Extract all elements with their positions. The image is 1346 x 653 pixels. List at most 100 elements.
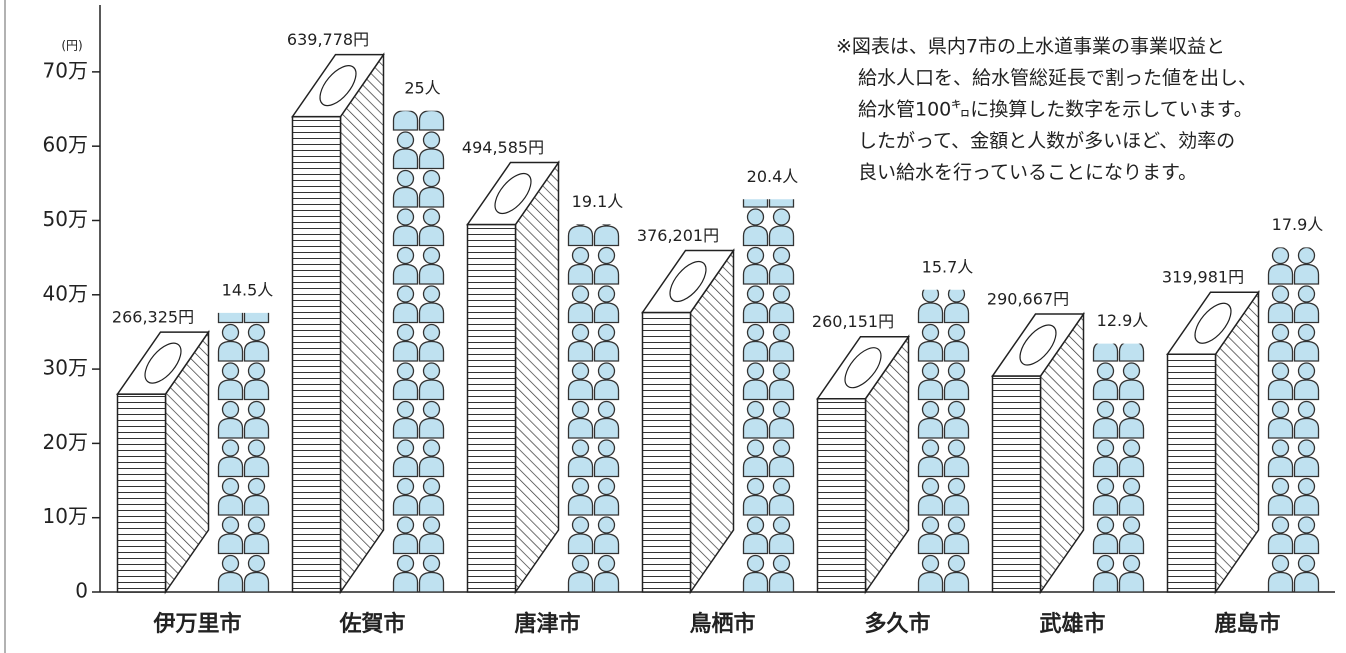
people-stack: [217, 312, 270, 592]
person-head: [1297, 439, 1316, 457]
bar: [1166, 353, 1217, 593]
person-head: [396, 131, 415, 149]
people-stack: [1092, 343, 1145, 592]
person-body: [1267, 340, 1294, 362]
person-head: [1096, 477, 1115, 496]
person-head: [921, 477, 940, 496]
person-head: [1297, 400, 1316, 419]
bar: [291, 115, 342, 593]
person-head: [247, 554, 266, 573]
person-body: [742, 302, 769, 324]
person-head: [746, 208, 765, 226]
person-head: [571, 516, 590, 534]
stack-top: [641, 249, 735, 314]
person-head: [597, 554, 616, 573]
person-head: [396, 246, 415, 265]
person-head: [1122, 516, 1141, 534]
person-head: [772, 477, 791, 496]
person-head: [571, 400, 590, 419]
y-tick-label: 20万: [43, 430, 88, 454]
person-body: [1092, 417, 1119, 439]
bar: [991, 375, 1042, 593]
person-head: [772, 362, 791, 380]
person-head: [1096, 362, 1115, 380]
person-body: [593, 340, 620, 362]
x-tick-label: 鳥栖市: [689, 611, 755, 637]
person-head: [396, 323, 415, 342]
person-head: [947, 289, 966, 303]
person-body: [943, 340, 970, 362]
person-head: [571, 246, 590, 265]
person-body: [418, 417, 445, 439]
person-body: [768, 533, 795, 555]
stack-top: [291, 53, 385, 118]
value-label: 319,981円: [1162, 268, 1244, 287]
stack-top: [816, 335, 910, 400]
person-body: [768, 456, 795, 478]
value-label: 14.5人: [222, 280, 274, 299]
person-body: [917, 571, 944, 592]
person-head: [597, 323, 616, 342]
people-stack: [392, 110, 445, 592]
person-body: [418, 456, 445, 478]
bar: [116, 393, 167, 593]
person-head: [396, 554, 415, 573]
people-stack: [742, 199, 795, 593]
person-head: [1122, 554, 1141, 573]
person-head: [571, 477, 590, 496]
person-head: [1297, 362, 1316, 380]
person-head: [746, 554, 765, 573]
person-head: [422, 169, 441, 188]
person-body: [418, 110, 445, 131]
person-body: [217, 417, 244, 439]
person-body: [217, 456, 244, 478]
person-head: [247, 439, 266, 457]
person-head: [1271, 285, 1290, 303]
value-label: 290,667円: [987, 290, 1069, 309]
y-tick-label: 40万: [43, 281, 88, 305]
person-head: [422, 285, 441, 303]
person-head: [1271, 439, 1290, 457]
person-body: [593, 302, 620, 324]
person-body: [593, 263, 620, 285]
person-body: [917, 302, 944, 324]
person-head: [1122, 362, 1141, 380]
person-head: [921, 289, 940, 303]
person-head: [1297, 516, 1316, 534]
person-body: [593, 456, 620, 478]
people-stack: [917, 289, 970, 592]
person-head: [396, 208, 415, 226]
person-body: [567, 456, 594, 478]
person-head: [597, 439, 616, 457]
person-body: [217, 494, 244, 516]
person-head: [396, 285, 415, 303]
stack-seal: [1194, 302, 1232, 344]
stack-seal: [319, 65, 357, 107]
person-body: [768, 379, 795, 401]
person-head: [571, 554, 590, 573]
person-head: [1096, 516, 1115, 534]
stack-seal: [1019, 324, 1057, 366]
person-head: [247, 516, 266, 534]
value-label: 12.9人: [1097, 311, 1149, 330]
person-body: [243, 340, 270, 362]
person-head: [947, 516, 966, 534]
person-head: [1096, 400, 1115, 419]
person-body: [1293, 417, 1320, 439]
person-body: [768, 302, 795, 324]
person-head: [396, 477, 415, 496]
y-tick-label: 50万: [43, 207, 88, 231]
person-body: [392, 110, 419, 131]
person-head: [422, 362, 441, 380]
person-head: [597, 477, 616, 496]
person-head: [746, 362, 765, 380]
person-body: [917, 379, 944, 401]
person-body: [392, 148, 419, 170]
person-head: [597, 400, 616, 419]
person-body: [1267, 263, 1294, 285]
person-body: [243, 417, 270, 439]
person-body: [742, 225, 769, 247]
person-body: [217, 571, 244, 592]
person-head: [746, 246, 765, 265]
person-body: [217, 379, 244, 401]
